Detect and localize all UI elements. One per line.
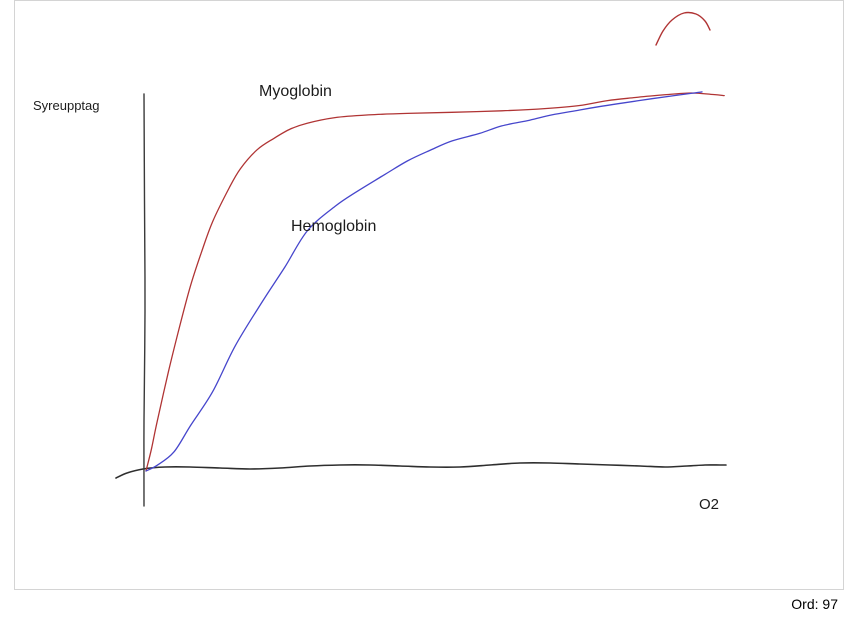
y-axis-label: Syreupptag (33, 98, 100, 113)
hemoglobin-curve (145, 91, 703, 472)
drawing-canvas[interactable]: Syreupptag Myoglobin Hemoglobin O2 (14, 0, 844, 590)
chart-strokes (115, 11, 727, 507)
chart-svg (115, 11, 727, 507)
myoglobin-label: Myoglobin (259, 83, 332, 100)
hemoglobin-label: Hemoglobin (291, 218, 377, 235)
x-axis-line (115, 462, 727, 479)
y-axis-line (143, 93, 146, 507)
stray-red-mark (655, 11, 711, 46)
word-count-status: Ord: 97 (791, 596, 838, 612)
myoglobin-curve (145, 92, 725, 472)
x-axis-label: O2 (699, 496, 720, 513)
